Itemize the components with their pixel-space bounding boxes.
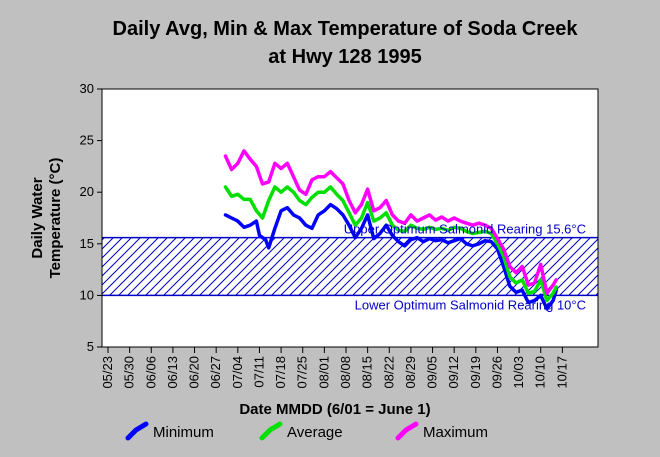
x-tick-label: 09/12 bbox=[446, 356, 461, 389]
x-tick-label: 07/18 bbox=[273, 356, 288, 389]
legend-swatch-average bbox=[259, 421, 283, 441]
x-tick-label: 08/22 bbox=[381, 356, 396, 389]
x-tick-label: 07/25 bbox=[295, 356, 310, 389]
legend: Minimum Average Maximum bbox=[125, 421, 488, 441]
x-tick-label: 05/23 bbox=[100, 356, 115, 389]
y-tick-label: 5 bbox=[87, 339, 94, 354]
y-tick-label: 25 bbox=[80, 133, 94, 148]
x-tick-label: 08/15 bbox=[360, 356, 375, 389]
x-tick-label: 09/05 bbox=[425, 356, 440, 389]
x-tick-label: 10/17 bbox=[554, 356, 569, 389]
series-line-average bbox=[223, 185, 558, 303]
series-line-minimum bbox=[223, 202, 558, 311]
legend-label-minimum: Minimum bbox=[153, 424, 214, 441]
x-tick-label: 07/04 bbox=[230, 356, 245, 389]
y-axis: 5 10 15 20 25 30 bbox=[80, 81, 102, 354]
upper-optimum-label: Upper Optimum Salmonid Rearing 15.6°C bbox=[344, 222, 586, 237]
band-annotations: Upper Optimum Salmonid Rearing 15.6°C Lo… bbox=[344, 222, 586, 313]
y-axis-title-line2: Temperature (°C) bbox=[47, 158, 64, 279]
x-tick-label: 09/26 bbox=[490, 356, 505, 389]
band-hatch bbox=[102, 237, 598, 296]
legend-swatch-minimum bbox=[125, 421, 149, 441]
series-lines bbox=[223, 149, 558, 311]
x-tick-label: 10/03 bbox=[511, 356, 526, 389]
y-axis-title-line1: Daily Water bbox=[29, 177, 46, 258]
x-tick-label: 06/27 bbox=[208, 356, 223, 389]
y-tick-label: 20 bbox=[80, 184, 94, 199]
x-tick-label: 08/29 bbox=[403, 356, 418, 389]
x-tick-label: 05/30 bbox=[122, 356, 137, 389]
x-tick-label: 10/10 bbox=[533, 356, 548, 389]
x-tick-label: 06/06 bbox=[143, 356, 158, 389]
x-axis-title: Date MMDD (6/01 = June 1) bbox=[239, 401, 430, 418]
x-tick-label: 06/20 bbox=[187, 356, 202, 389]
y-tick-label: 15 bbox=[80, 236, 94, 251]
x-tick-label: 08/08 bbox=[338, 356, 353, 389]
legend-label-maximum: Maximum bbox=[423, 424, 488, 441]
x-tick-label: 07/11 bbox=[252, 356, 267, 388]
y-tick-label: 30 bbox=[80, 81, 94, 96]
series-line-maximum bbox=[223, 149, 558, 296]
optimum-band bbox=[102, 236, 598, 297]
legend-label-average: Average bbox=[287, 424, 343, 441]
y-tick-label: 10 bbox=[80, 287, 94, 302]
chart-title: Daily Avg, Min & Max Temperature of Soda… bbox=[113, 18, 579, 40]
x-tick-label: 08/01 bbox=[316, 356, 331, 389]
y-axis-title: Daily Water Temperature (°C) bbox=[29, 158, 64, 279]
x-tick-label: 06/13 bbox=[165, 356, 180, 389]
lower-optimum-label: Lower Optimum Salmonid Rearing 10°C bbox=[355, 297, 586, 312]
x-tick-label: 09/19 bbox=[468, 356, 483, 389]
legend-swatch-maximum bbox=[395, 421, 419, 441]
chart-subtitle: at Hwy 128 1995 bbox=[268, 46, 421, 68]
plot-frame bbox=[101, 88, 599, 348]
x-axis: 05/23 05/30 06/06 06/13 06/20 06/27 07/04 07/11… bbox=[100, 347, 569, 389]
